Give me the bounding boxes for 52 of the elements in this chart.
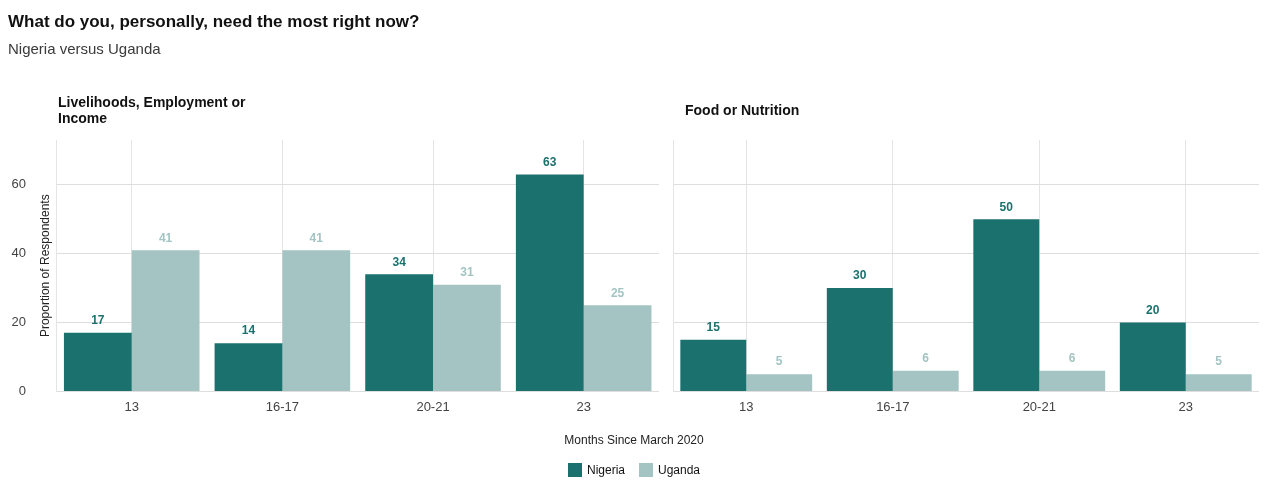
y-axis-title: Proportion of Respondents bbox=[37, 194, 52, 338]
bar bbox=[515, 174, 584, 391]
data-label: 20 bbox=[1146, 302, 1160, 317]
chart-title: Livelihoods, Employment or Income bbox=[58, 94, 247, 126]
data-label: 15 bbox=[706, 320, 721, 335]
data-label: 5 bbox=[775, 354, 783, 369]
x-tick-label: 23 bbox=[576, 398, 591, 414]
legend-label: Uganda bbox=[657, 463, 701, 477]
bar bbox=[282, 250, 351, 391]
bar bbox=[826, 288, 893, 391]
bar bbox=[973, 219, 1040, 391]
data-label: 5 bbox=[1215, 354, 1223, 369]
data-label: 50 bbox=[999, 199, 1014, 214]
bar bbox=[63, 332, 132, 391]
x-tick-label: 16-17 bbox=[265, 398, 299, 414]
y-tick-label: 20 bbox=[11, 314, 26, 330]
text: What do you, personally, need the most right now? bbox=[8, 12, 421, 32]
data-label: 6 bbox=[922, 351, 930, 366]
bar bbox=[1185, 374, 1252, 391]
data-label: 6 bbox=[1068, 351, 1076, 366]
bar bbox=[1119, 322, 1186, 391]
bar bbox=[746, 374, 813, 391]
y-tick-label: 0 bbox=[18, 382, 26, 398]
x-tick-label: 23 bbox=[1178, 398, 1193, 414]
x-tick-label: 13 bbox=[739, 398, 754, 414]
data-label: 41 bbox=[158, 230, 173, 245]
data-label: 41 bbox=[309, 230, 324, 245]
bar bbox=[365, 274, 434, 391]
data-label: 25 bbox=[610, 285, 625, 300]
bar bbox=[433, 284, 501, 391]
legend-label: Nigeria bbox=[586, 463, 625, 477]
bar bbox=[680, 339, 747, 391]
x-tick-label: 13 bbox=[124, 398, 139, 414]
bar bbox=[1039, 370, 1106, 391]
x-tick-label: 20-21 bbox=[416, 398, 450, 414]
data-label: 30 bbox=[853, 268, 867, 283]
data-label: 34 bbox=[392, 254, 407, 269]
bar bbox=[892, 370, 959, 391]
text: Nigeria versus Uganda bbox=[8, 40, 162, 57]
x-tick-label: 20-21 bbox=[1022, 398, 1056, 414]
y-tick-label: 60 bbox=[11, 176, 26, 192]
y-tick-label: 40 bbox=[11, 245, 26, 261]
bar bbox=[583, 305, 652, 391]
x-tick-label: 16-17 bbox=[876, 398, 910, 414]
data-label: 31 bbox=[460, 264, 474, 279]
bar bbox=[131, 250, 200, 391]
data-label: 63 bbox=[543, 154, 557, 169]
x-axis-title: Months Since March 2020 bbox=[563, 433, 705, 447]
data-label: 14 bbox=[241, 323, 256, 338]
chart-title: Food or Nutrition bbox=[685, 102, 800, 118]
bar bbox=[214, 343, 283, 391]
data-label: 17 bbox=[91, 313, 105, 328]
